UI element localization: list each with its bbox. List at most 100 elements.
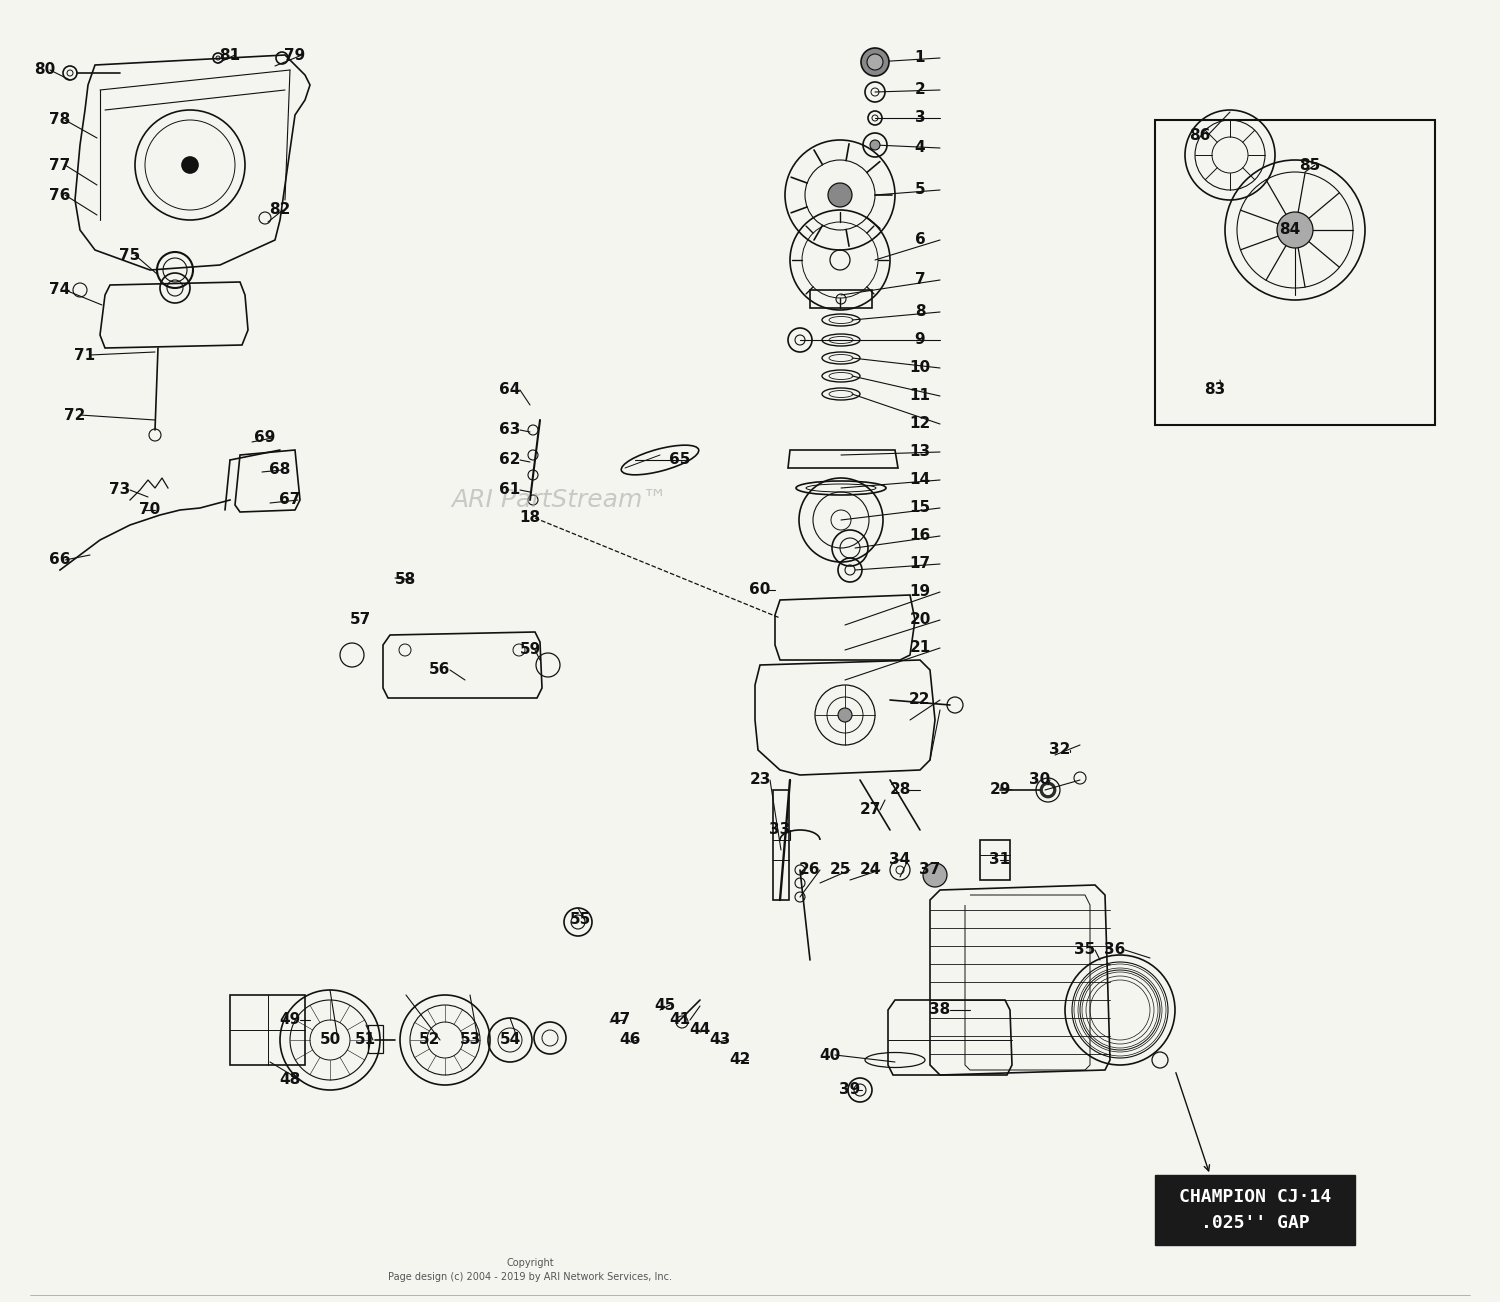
Text: 30: 30 (1029, 772, 1050, 788)
Text: 17: 17 (909, 556, 930, 572)
Text: 49: 49 (279, 1013, 300, 1027)
Text: 50: 50 (320, 1032, 340, 1048)
Text: 48: 48 (279, 1073, 300, 1087)
Text: 35: 35 (1074, 943, 1095, 957)
Text: 34: 34 (890, 853, 910, 867)
Text: 32: 32 (1050, 742, 1071, 758)
Text: 76: 76 (50, 187, 70, 203)
Text: ARI PartStream™: ARI PartStream™ (452, 488, 668, 512)
Text: 78: 78 (50, 112, 70, 128)
Text: 45: 45 (654, 997, 675, 1013)
Text: 23: 23 (750, 772, 771, 788)
Text: 72: 72 (64, 408, 86, 423)
Text: 56: 56 (429, 663, 450, 677)
Bar (368, 1025, 382, 1053)
Circle shape (922, 863, 946, 887)
Text: 38: 38 (930, 1003, 951, 1017)
Text: 79: 79 (285, 47, 306, 62)
Bar (980, 840, 1010, 880)
Text: 21: 21 (909, 641, 930, 655)
Text: 62: 62 (500, 453, 520, 467)
Text: 11: 11 (909, 388, 930, 404)
Circle shape (1276, 212, 1312, 247)
Text: 10: 10 (909, 361, 930, 375)
Text: 7: 7 (915, 272, 926, 288)
Text: 19: 19 (909, 585, 930, 599)
Text: 3: 3 (915, 111, 926, 125)
Text: 5: 5 (915, 182, 926, 198)
Bar (1155, 120, 1436, 424)
Circle shape (861, 48, 889, 76)
Text: 24: 24 (859, 862, 880, 878)
Text: 27: 27 (859, 802, 880, 818)
Text: 52: 52 (420, 1032, 441, 1048)
Text: 66: 66 (50, 552, 70, 568)
Text: 43: 43 (710, 1032, 730, 1048)
Text: 65: 65 (669, 453, 690, 467)
Circle shape (867, 53, 883, 70)
Text: 2: 2 (915, 82, 926, 98)
Text: 61: 61 (500, 483, 520, 497)
Text: 77: 77 (50, 158, 70, 172)
Text: 22: 22 (909, 693, 930, 707)
Text: 12: 12 (909, 417, 930, 431)
Text: 41: 41 (669, 1013, 690, 1027)
Text: 26: 26 (800, 862, 820, 878)
Text: 28: 28 (890, 783, 910, 798)
Bar (772, 790, 789, 900)
Text: 59: 59 (519, 642, 540, 658)
Circle shape (870, 141, 880, 150)
Text: 4: 4 (915, 141, 926, 155)
Text: 57: 57 (350, 612, 370, 628)
Text: 55: 55 (570, 913, 591, 927)
Text: 33: 33 (770, 823, 790, 837)
Text: 42: 42 (729, 1052, 750, 1068)
Text: 80: 80 (34, 62, 56, 78)
Text: 82: 82 (270, 203, 291, 217)
Text: 63: 63 (500, 423, 520, 437)
Text: 39: 39 (840, 1082, 861, 1098)
Text: 46: 46 (620, 1032, 640, 1048)
Text: 36: 36 (1104, 943, 1125, 957)
Text: 58: 58 (394, 573, 416, 587)
Text: 31: 31 (990, 853, 1011, 867)
Circle shape (839, 708, 852, 723)
Text: 60: 60 (750, 582, 771, 598)
Bar (230, 995, 304, 1065)
Text: 40: 40 (819, 1048, 840, 1062)
Text: 54: 54 (500, 1032, 520, 1048)
Text: 67: 67 (279, 492, 300, 508)
Text: 86: 86 (1190, 128, 1210, 142)
Circle shape (828, 184, 852, 207)
Text: 8: 8 (915, 305, 926, 319)
Text: 29: 29 (990, 783, 1011, 798)
Circle shape (182, 158, 198, 173)
Text: 64: 64 (500, 383, 520, 397)
Text: 25: 25 (830, 862, 850, 878)
Text: 81: 81 (219, 47, 240, 62)
Text: 68: 68 (270, 462, 291, 478)
Text: 47: 47 (609, 1013, 630, 1027)
Text: 75: 75 (120, 247, 141, 263)
Text: 53: 53 (459, 1032, 480, 1048)
Text: 84: 84 (1280, 223, 1300, 237)
Text: Copyright
Page design (c) 2004 - 2019 by ARI Network Services, Inc.: Copyright Page design (c) 2004 - 2019 by… (388, 1258, 672, 1282)
Text: 83: 83 (1204, 383, 1225, 397)
Text: 18: 18 (519, 510, 540, 526)
Text: 16: 16 (909, 529, 930, 543)
Text: 1: 1 (915, 51, 926, 65)
Text: 69: 69 (255, 431, 276, 445)
Text: 44: 44 (690, 1022, 711, 1038)
Text: 85: 85 (1299, 158, 1320, 172)
Text: 70: 70 (140, 503, 160, 517)
Text: 71: 71 (75, 348, 96, 362)
Text: 14: 14 (909, 473, 930, 487)
Text: 37: 37 (920, 862, 940, 878)
Text: 9: 9 (915, 332, 926, 348)
Text: 20: 20 (909, 612, 930, 628)
Bar (810, 290, 871, 309)
FancyBboxPatch shape (1155, 1174, 1354, 1245)
Text: 6: 6 (915, 233, 926, 247)
Text: 51: 51 (354, 1032, 375, 1048)
Text: 13: 13 (909, 444, 930, 460)
